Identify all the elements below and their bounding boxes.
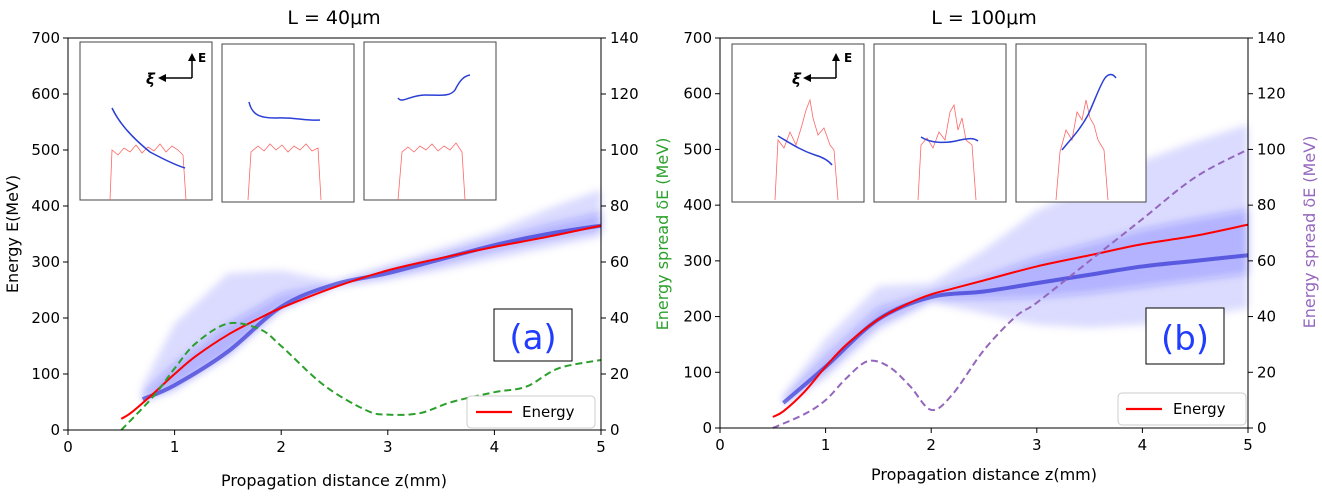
y2-tick-label: 60 [1257,252,1276,270]
y2-tick-label: 20 [1257,363,1276,381]
panel-a-series-1 [120,321,602,431]
y2-tick-label: 100 [610,141,639,159]
y-tick-label: 500 [683,140,712,158]
y2-tick-label: 40 [1257,308,1276,326]
y-tick-label: 100 [31,365,60,383]
y2-tick-label: 140 [1257,29,1286,47]
y2-tick-label: 120 [1257,85,1286,103]
panel-a-series-0 [120,224,602,420]
panel-a-axes-frame [67,37,602,431]
panel-b-inset-3 [1015,43,1147,203]
panel-b-lines [772,148,1249,429]
panel-a-lines [120,224,602,431]
panel-b-tag-box [1145,307,1225,365]
panel-a-y2-ticks: 0 20 40 60 80 100 120 140 [601,29,639,439]
y-tick-label: 400 [683,196,712,214]
panel-b-axes-frame [719,37,1249,429]
y-tick-label: 100 [683,363,712,381]
panel-b-series-0 [772,223,1249,418]
y2-tick-label: 80 [1257,196,1276,214]
y-tick-label: 700 [31,29,60,47]
y-tick-label: 0 [50,421,60,439]
panel-b-band-middle [783,209,1248,404]
x-tick-label: 5 [1243,436,1253,454]
x-tick-label: 1 [821,436,831,454]
y2-tick-label: 20 [610,365,629,383]
panel-a-tag-box [493,308,573,362]
y-tick-label: 0 [702,419,712,437]
x-tick-label: 5 [596,438,606,456]
y-tick-label: 400 [31,197,60,215]
x-tick-label: 0 [715,436,725,454]
panel-a-y2-label: Energy spread δE (MeV) [653,138,672,331]
panel-a-x-label: Propagation distance z(mm) [221,471,447,490]
panel-a-band-envelope [142,189,601,402]
y-tick-label: 500 [31,141,60,159]
y-tick-label: 600 [31,85,60,103]
panel-b-x-ticks: 0 1 2 3 4 5 [715,428,1253,454]
x-tick-label: 3 [383,438,393,456]
panel-b-y2-ticks: 0 20 40 60 80 100 120 140 [1248,29,1286,437]
panel-b-xi-label: ξ [792,70,802,88]
panel-a-tag: (a) [509,318,556,358]
panel-b-tag: (b) [1161,319,1209,359]
panel-a-inset-2 [221,43,355,203]
y2-tick-label: 40 [610,309,629,327]
x-tick-label: 4 [490,438,500,456]
x-tick-label: 3 [1032,436,1042,454]
panel-a-xi-label: ξ [146,70,156,88]
panel-b-legend-label: Energy [1173,400,1226,418]
panel-a-x-ticks: 0 1 2 3 4 5 [63,430,606,456]
panel-a-y-ticks: 0 100 200 300 400 500 600 700 [31,29,68,439]
panel-b-inset-1: ξ E [731,43,865,203]
y-tick-label: 600 [683,85,712,103]
y2-tick-label: 80 [610,197,629,215]
panel-b-band-core [782,253,1249,405]
panel-a-y-label: Energy E(MeV) [3,175,22,293]
panel-a-e-label: E [198,51,206,65]
x-tick-label: 4 [1138,436,1148,454]
panel-b-x-label: Propagation distance z(mm) [871,465,1097,484]
panel-a-legend-label: Energy [522,403,575,421]
panel-a-legend: Energy [466,395,596,429]
panel-a-inset-1: ξ E [79,41,213,201]
y-tick-label: 200 [683,308,712,326]
x-tick-label: 1 [170,438,180,456]
x-tick-label: 0 [63,438,73,456]
y-tick-label: 700 [683,29,712,47]
panel-a-title: L = 40μm [287,7,380,29]
y-tick-label: 300 [31,253,60,271]
panel-b-inset-2 [873,43,1007,203]
panel-b-series-1 [772,148,1249,429]
x-tick-label: 2 [926,436,936,454]
y2-tick-label: 60 [610,253,629,271]
y2-tick-label: 140 [610,29,639,47]
panel-b-e-label: E [844,51,852,65]
y-tick-label: 300 [683,252,712,270]
y2-tick-label: 120 [610,85,639,103]
y2-tick-label: 0 [610,421,620,439]
panel-a-electron-band [141,189,602,402]
panel-b-title: L = 100μm [931,7,1036,29]
panel-a-inset-3 [363,41,497,201]
y-tick-label: 200 [31,309,60,327]
x-tick-label: 2 [276,438,286,456]
panel-b-y2-label: Energy spread δE (MeV) [1300,136,1319,329]
panel-b-y-ticks: 0 100 200 300 400 500 600 700 [683,29,720,437]
y2-tick-label: 100 [1257,140,1286,158]
y2-tick-label: 0 [1257,419,1267,437]
panel-b-legend: Energy [1117,392,1247,426]
